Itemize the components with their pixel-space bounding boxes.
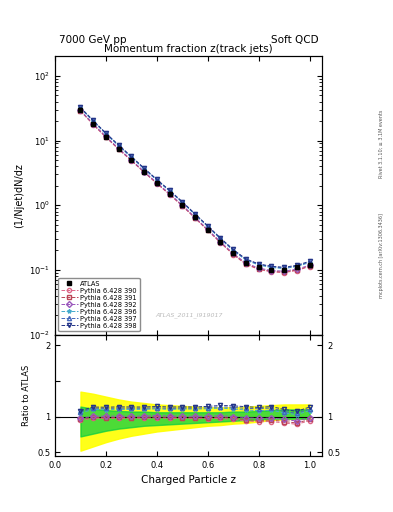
Y-axis label: (1/Njet)dN/dz: (1/Njet)dN/dz — [14, 163, 24, 228]
Legend: ATLAS, Pythia 6.428 390, Pythia 6.428 391, Pythia 6.428 392, Pythia 6.428 396, P: ATLAS, Pythia 6.428 390, Pythia 6.428 39… — [58, 278, 140, 331]
Text: 7000 GeV pp: 7000 GeV pp — [59, 35, 127, 45]
X-axis label: Charged Particle z: Charged Particle z — [141, 475, 236, 485]
Text: Rivet 3.1.10; ≥ 3.1M events: Rivet 3.1.10; ≥ 3.1M events — [379, 109, 384, 178]
Title: Momentum fraction z(track jets): Momentum fraction z(track jets) — [104, 44, 273, 54]
Y-axis label: Ratio to ATLAS: Ratio to ATLAS — [22, 365, 31, 426]
Text: ATLAS_2011_I919017: ATLAS_2011_I919017 — [155, 312, 222, 318]
Text: Soft QCD: Soft QCD — [271, 35, 318, 45]
Text: mcplots.cern.ch [arXiv:1306.3436]: mcplots.cern.ch [arXiv:1306.3436] — [379, 214, 384, 298]
